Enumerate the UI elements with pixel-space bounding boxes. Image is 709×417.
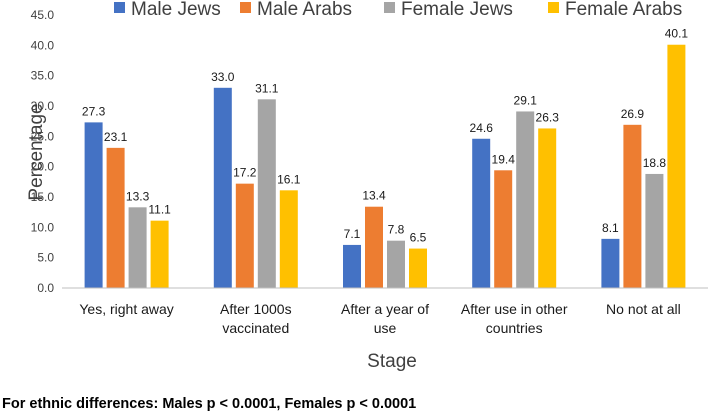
data-label: 6.5: [410, 231, 427, 245]
data-label: 33.0: [211, 70, 235, 84]
bar: [601, 238, 620, 288]
y-axis-title: Percentage: [26, 103, 47, 200]
data-label: 23.1: [104, 130, 128, 144]
legend-label: Female Arabs: [565, 0, 682, 20]
data-label: 13.3: [126, 189, 150, 203]
legend-label: Male Jews: [131, 0, 221, 20]
bar: [257, 99, 276, 289]
x-axis-title: Stage: [367, 351, 417, 372]
data-label: 19.4: [492, 152, 516, 166]
data-label: 11.1: [148, 203, 171, 217]
legend-swatch: [240, 2, 251, 13]
bar: [128, 207, 147, 288]
data-label: 16.1: [277, 172, 301, 186]
data-labels: 27.3 33.0 7.1 24.6 8.1 23.1 17.2 13.4 19.4 26.9 13…: [82, 27, 688, 245]
data-label: 40.1: [665, 27, 689, 41]
category-label: No not at all: [606, 301, 681, 317]
data-label: 26.3: [536, 110, 560, 124]
bar: [645, 173, 664, 288]
category-label: Yes, right away: [79, 301, 173, 317]
bar: [667, 44, 686, 288]
category-label: After a year of use: [341, 301, 429, 336]
data-label: 29.1: [514, 93, 538, 107]
category-label: After use in other countries: [461, 301, 568, 336]
legend-label: Female Jews: [401, 0, 513, 20]
data-label: 13.4: [362, 189, 386, 203]
y-tick-label: 35.0: [31, 69, 55, 83]
y-axis-ticks: 0.0 5.0 10.0 15.0 20.0 25.0 30.0 35.0 40.0 45.0: [31, 8, 55, 295]
x-axis-categories: Yes, right away After 1000s vaccinated Afte…: [79, 301, 680, 336]
data-label: 27.3: [82, 104, 106, 118]
bar-chart: Male Jews Male Arabs Female Jews Female Ara…: [26, 0, 708, 372]
bar: [365, 206, 383, 288]
y-tick-label: 25.0: [31, 129, 55, 143]
bar: [538, 128, 557, 288]
y-tick-label: 30.0: [31, 99, 55, 113]
bar: [343, 244, 361, 288]
bar: [623, 124, 642, 288]
category-label: After 1000s vaccinated: [220, 301, 292, 336]
y-tick-label: 20.0: [31, 160, 55, 174]
bar: [494, 170, 513, 288]
bar: [387, 240, 405, 288]
bar: [279, 190, 298, 288]
y-tick-label: 10.0: [31, 220, 55, 234]
legend-label: Male Arabs: [257, 0, 352, 20]
bar: [213, 87, 232, 288]
legend-swatch: [114, 2, 125, 13]
y-tick-label: 40.0: [31, 38, 55, 52]
bar: [150, 220, 169, 288]
data-label: 24.6: [470, 121, 494, 135]
y-tick-label: 5.0: [37, 251, 54, 265]
data-label: 7.1: [344, 227, 361, 241]
bars: [84, 44, 686, 289]
bar: [516, 111, 535, 289]
bar: [84, 122, 103, 288]
data-label: 18.8: [643, 156, 667, 170]
data-label: 7.8: [388, 223, 405, 237]
bar: [409, 248, 427, 288]
y-tick-label: 45.0: [31, 8, 55, 22]
legend-swatch: [384, 2, 395, 13]
legend: Male Jews Male Arabs Female Jews Female Ara…: [114, 0, 682, 20]
data-label: 31.1: [255, 81, 279, 95]
bar: [472, 138, 491, 288]
data-label: 26.9: [621, 107, 645, 121]
bar: [106, 147, 125, 288]
bar: [235, 183, 254, 288]
footnote: For ethnic differences: Males p < 0.0001…: [2, 396, 417, 412]
data-label: 17.2: [233, 166, 257, 180]
legend-swatch: [548, 2, 559, 13]
y-tick-label: 0.0: [37, 281, 54, 295]
y-tick-label: 15.0: [31, 190, 55, 204]
data-label: 8.1: [602, 221, 619, 235]
